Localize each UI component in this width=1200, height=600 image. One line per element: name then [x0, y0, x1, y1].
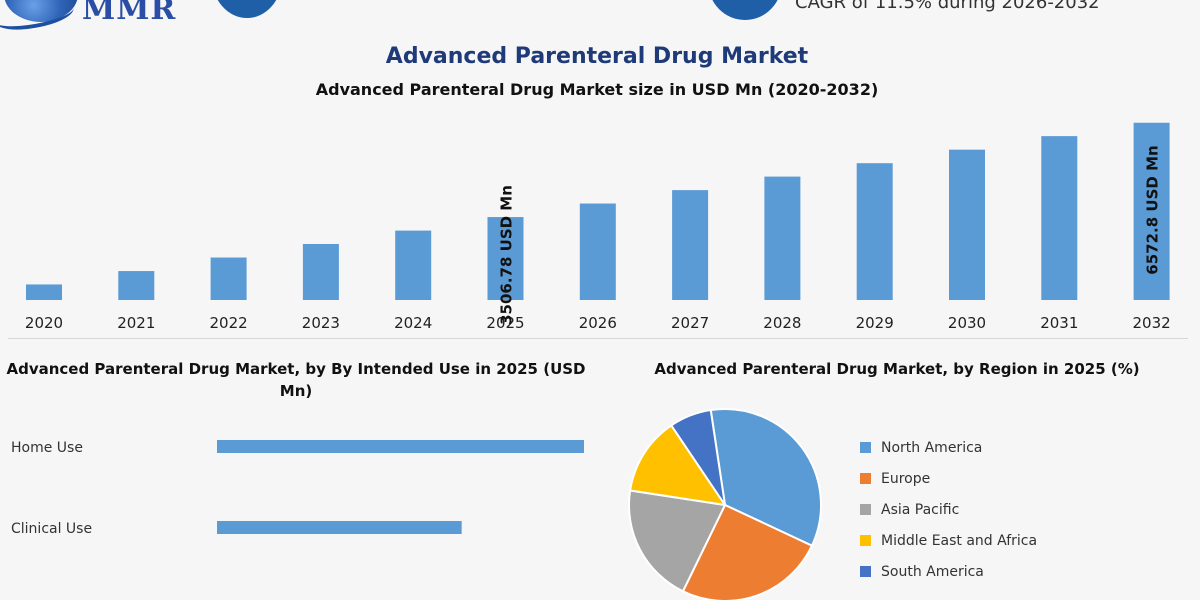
bar-2028 [764, 176, 801, 300]
legend-swatch-south-america [860, 566, 871, 577]
cagr-text: CAGR of 11.5% during 2026-2032 [795, 0, 1100, 13]
data-label-2032: 6572.8 USD Mn [1144, 145, 1162, 274]
x-tick-2022: 2022 [210, 314, 248, 332]
x-tick-2026: 2026 [579, 314, 617, 332]
x-tick-2029: 2029 [856, 314, 894, 332]
section-divider [8, 338, 1188, 339]
x-tick-2030: 2030 [948, 314, 986, 332]
legend-label-middle-east-and-africa: Middle East and Africa [881, 532, 1038, 549]
legend-swatch-europe [860, 473, 871, 484]
x-tick-2021: 2021 [117, 314, 155, 332]
bar-2031 [1041, 136, 1078, 300]
intended-use-chart-title: Advanced Parenteral Drug Market, by By I… [6, 360, 586, 400]
region-chart-title: Advanced Parenteral Drug Market, by Regi… [654, 360, 1140, 378]
x-tick-2023: 2023 [302, 314, 340, 332]
legend-swatch-north-america [860, 442, 871, 453]
legend-item-asia-pacific: Asia Pacific [860, 494, 1037, 525]
legend-item-south-america: South America [860, 556, 1037, 587]
main-title: Advanced Parenteral Drug Market [385, 44, 809, 69]
bar-2032 [1133, 122, 1170, 301]
pie-slice-middle-east-and-africa [628, 424, 728, 507]
legend-swatch-middle-east-and-africa [860, 535, 871, 546]
x-tick-2020: 2020 [25, 314, 63, 332]
bar-2022 [210, 257, 247, 300]
pie-slice-south-america [669, 408, 726, 506]
bar-2023 [302, 243, 339, 300]
category-label-home-use: Home Use [11, 440, 83, 456]
x-tick-2024: 2024 [394, 314, 432, 332]
legend-label-europe: Europe [881, 470, 931, 487]
bar-2020 [26, 284, 62, 300]
intended-use-bar-chart: Home Use Clinical Use [11, 440, 584, 537]
x-tick-2027: 2027 [671, 314, 709, 332]
x-tick-2025: 2025 [486, 314, 524, 332]
pie-slice-europe [681, 503, 814, 600]
x-tick-2028: 2028 [763, 314, 801, 332]
legend-item-north-america: North America [860, 432, 1037, 463]
header-circle-right [708, 0, 782, 20]
bar-2029 [856, 163, 893, 300]
region-legend: North America Europe Asia Pacific Middle Ea… [860, 432, 1037, 587]
legend-label-asia-pacific: Asia Pacific [881, 501, 960, 518]
hbar-clinical-use [217, 521, 462, 534]
bar-2025 [487, 217, 524, 300]
pie-slice-north-america [709, 408, 822, 548]
data-label-2025: 3506.78 USD Mn [498, 185, 516, 325]
bar-2027 [672, 190, 709, 300]
mmr-logo: MMR [0, 0, 200, 30]
legend-label-south-america: South America [881, 563, 984, 580]
bar-2026 [579, 203, 616, 300]
bar-2030 [949, 149, 985, 300]
hbar-home-use [217, 440, 584, 453]
legend-item-middle-east-and-africa: Middle East and Africa [860, 525, 1037, 556]
category-label-clinical-use: Clinical Use [11, 521, 92, 537]
bar-2021 [118, 271, 155, 300]
region-pie-chart [628, 408, 822, 600]
header-circle-left [212, 0, 282, 18]
bar-chart-title: Advanced Parenteral Drug Market size in … [315, 80, 879, 99]
legend-item-europe: Europe [860, 463, 1037, 494]
pie-slice-asia-pacific [628, 489, 727, 593]
globe-icon [4, 0, 78, 22]
logo-text: MMR [82, 0, 177, 27]
bar-2024 [395, 230, 432, 300]
x-tick-2032: 2032 [1133, 314, 1171, 332]
x-tick-2031: 2031 [1040, 314, 1078, 332]
legend-label-north-america: North America [881, 439, 983, 456]
legend-swatch-asia-pacific [860, 504, 871, 515]
